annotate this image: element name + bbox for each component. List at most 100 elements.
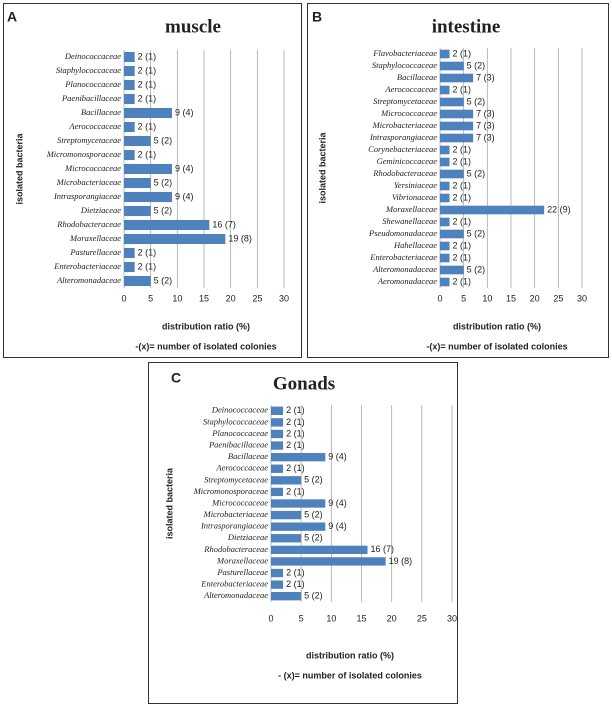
- x-tick-label: 25: [252, 293, 262, 303]
- value-label: 2 (1): [286, 405, 305, 415]
- value-label: 7 (3): [476, 120, 495, 130]
- value-label: 2 (1): [286, 579, 305, 589]
- category-label: Rhodobacteraceae: [56, 219, 121, 229]
- category-label: Pasturellaceae: [69, 247, 121, 257]
- category-label: Micrococcaceae: [211, 497, 268, 507]
- footnote: - (x)= number of isolated colonies: [278, 670, 422, 680]
- value-label: 5 (2): [304, 509, 323, 519]
- category-label: Geminicoccaceae: [377, 156, 438, 166]
- panel-label: C: [171, 370, 181, 386]
- x-tick-label: 0: [437, 293, 442, 303]
- value-label: 7 (3): [476, 132, 495, 142]
- category-label: Aerococcaceae: [384, 84, 437, 94]
- category-label: Micromonosporaceae: [46, 149, 122, 159]
- bar: [271, 534, 302, 543]
- x-tick-label: 30: [279, 293, 289, 303]
- category-label: Enterobacteriaceae: [53, 261, 121, 271]
- panel-label: A: [7, 9, 17, 25]
- x-tick-label: 5: [148, 293, 153, 303]
- category-label: Pasturellaceae: [216, 567, 268, 577]
- chart-title: Gonads: [273, 373, 335, 394]
- bar: [124, 219, 210, 231]
- x-axis-label: distribution ratio (%): [306, 650, 394, 660]
- category-label: Streptomycetaceae: [373, 96, 437, 106]
- panel-frame: [148, 362, 458, 704]
- bar: [271, 522, 326, 531]
- bar: [271, 476, 302, 485]
- value-label: 5 (2): [467, 60, 486, 70]
- category-label: Micromonosporaceae: [193, 486, 269, 496]
- category-label: Yersiniaceae: [394, 180, 437, 190]
- category-label: Deinococcaceae: [211, 405, 268, 415]
- value-label: 2 (1): [138, 65, 157, 75]
- value-label: 2 (1): [286, 428, 305, 438]
- bar: [124, 205, 151, 217]
- bar: [440, 205, 545, 215]
- value-label: 9 (4): [328, 498, 347, 508]
- value-label: 5 (2): [467, 168, 486, 178]
- bar: [124, 261, 135, 273]
- category-label: Bacillaceae: [81, 107, 121, 117]
- bar: [271, 557, 386, 566]
- value-label: 2 (1): [452, 144, 471, 154]
- bar: [440, 61, 464, 71]
- value-label: 2 (1): [138, 149, 157, 159]
- bar: [124, 247, 135, 259]
- value-label: 5 (2): [467, 228, 486, 238]
- value-label: 5 (2): [304, 533, 323, 543]
- panel-frame: [307, 3, 609, 358]
- panel-frame: [3, 3, 302, 358]
- bar: [124, 149, 135, 161]
- bar: [271, 510, 302, 520]
- value-label: 5 (2): [467, 264, 486, 274]
- category-label: Paenibacillaceae: [208, 440, 268, 450]
- category-label: Bacillaceae: [228, 451, 268, 461]
- value-label: 9 (4): [175, 107, 194, 117]
- value-label: 5 (2): [304, 475, 323, 485]
- bar: [271, 499, 326, 508]
- value-label: 16 (7): [371, 544, 395, 554]
- category-label: Rhodobacteraceae: [203, 544, 268, 554]
- value-label: 2 (1): [452, 180, 471, 190]
- value-label: 22 (9): [547, 204, 571, 214]
- category-label: Alteromonadaceae: [372, 264, 437, 274]
- x-tick-label: 10: [326, 613, 336, 623]
- value-label: 5 (2): [154, 177, 173, 187]
- bar: [271, 545, 368, 555]
- bar: [124, 163, 172, 175]
- bar: [440, 85, 450, 95]
- bar: [124, 191, 172, 203]
- category-label: Hahellaceae: [393, 240, 437, 250]
- x-tick-label: 5: [299, 613, 304, 623]
- value-label: 2 (1): [138, 93, 157, 103]
- value-label: 9 (4): [175, 191, 194, 201]
- category-label: Micrococcaceae: [64, 163, 121, 173]
- value-label: 2 (1): [138, 79, 157, 89]
- category-label: Aerococcaceae: [215, 463, 268, 473]
- category-label: Staphylococcaceae: [203, 416, 268, 426]
- bar: [271, 568, 284, 578]
- x-tick-label: 10: [482, 293, 492, 303]
- x-tick-label: 15: [356, 613, 366, 623]
- category-label: Paenibacillaceae: [61, 93, 121, 103]
- bar: [124, 121, 135, 133]
- y-axis-label: isolated bacteria: [164, 467, 174, 539]
- category-label: Intrasporangiaceae: [369, 132, 437, 142]
- chart-title: muscle: [165, 16, 221, 37]
- bar: [440, 181, 450, 191]
- y-axis-label: isolated bacteria: [317, 131, 327, 203]
- value-label: 2 (1): [452, 252, 471, 262]
- category-label: Flavobacteriaceae: [372, 48, 437, 58]
- bar: [440, 109, 474, 119]
- bar: [124, 135, 151, 147]
- category-label: Dietziaceae: [227, 532, 268, 542]
- category-label: Enterobacteriaceae: [200, 579, 268, 589]
- category-label: Intrasporangiaceae: [53, 191, 121, 201]
- value-label: 9 (4): [328, 521, 347, 531]
- bar: [440, 73, 474, 83]
- value-label: 2 (1): [452, 192, 471, 202]
- x-axis-label: distribution ratio (%): [162, 321, 250, 331]
- x-tick-label: 25: [553, 293, 563, 303]
- value-label: 2 (1): [286, 417, 305, 427]
